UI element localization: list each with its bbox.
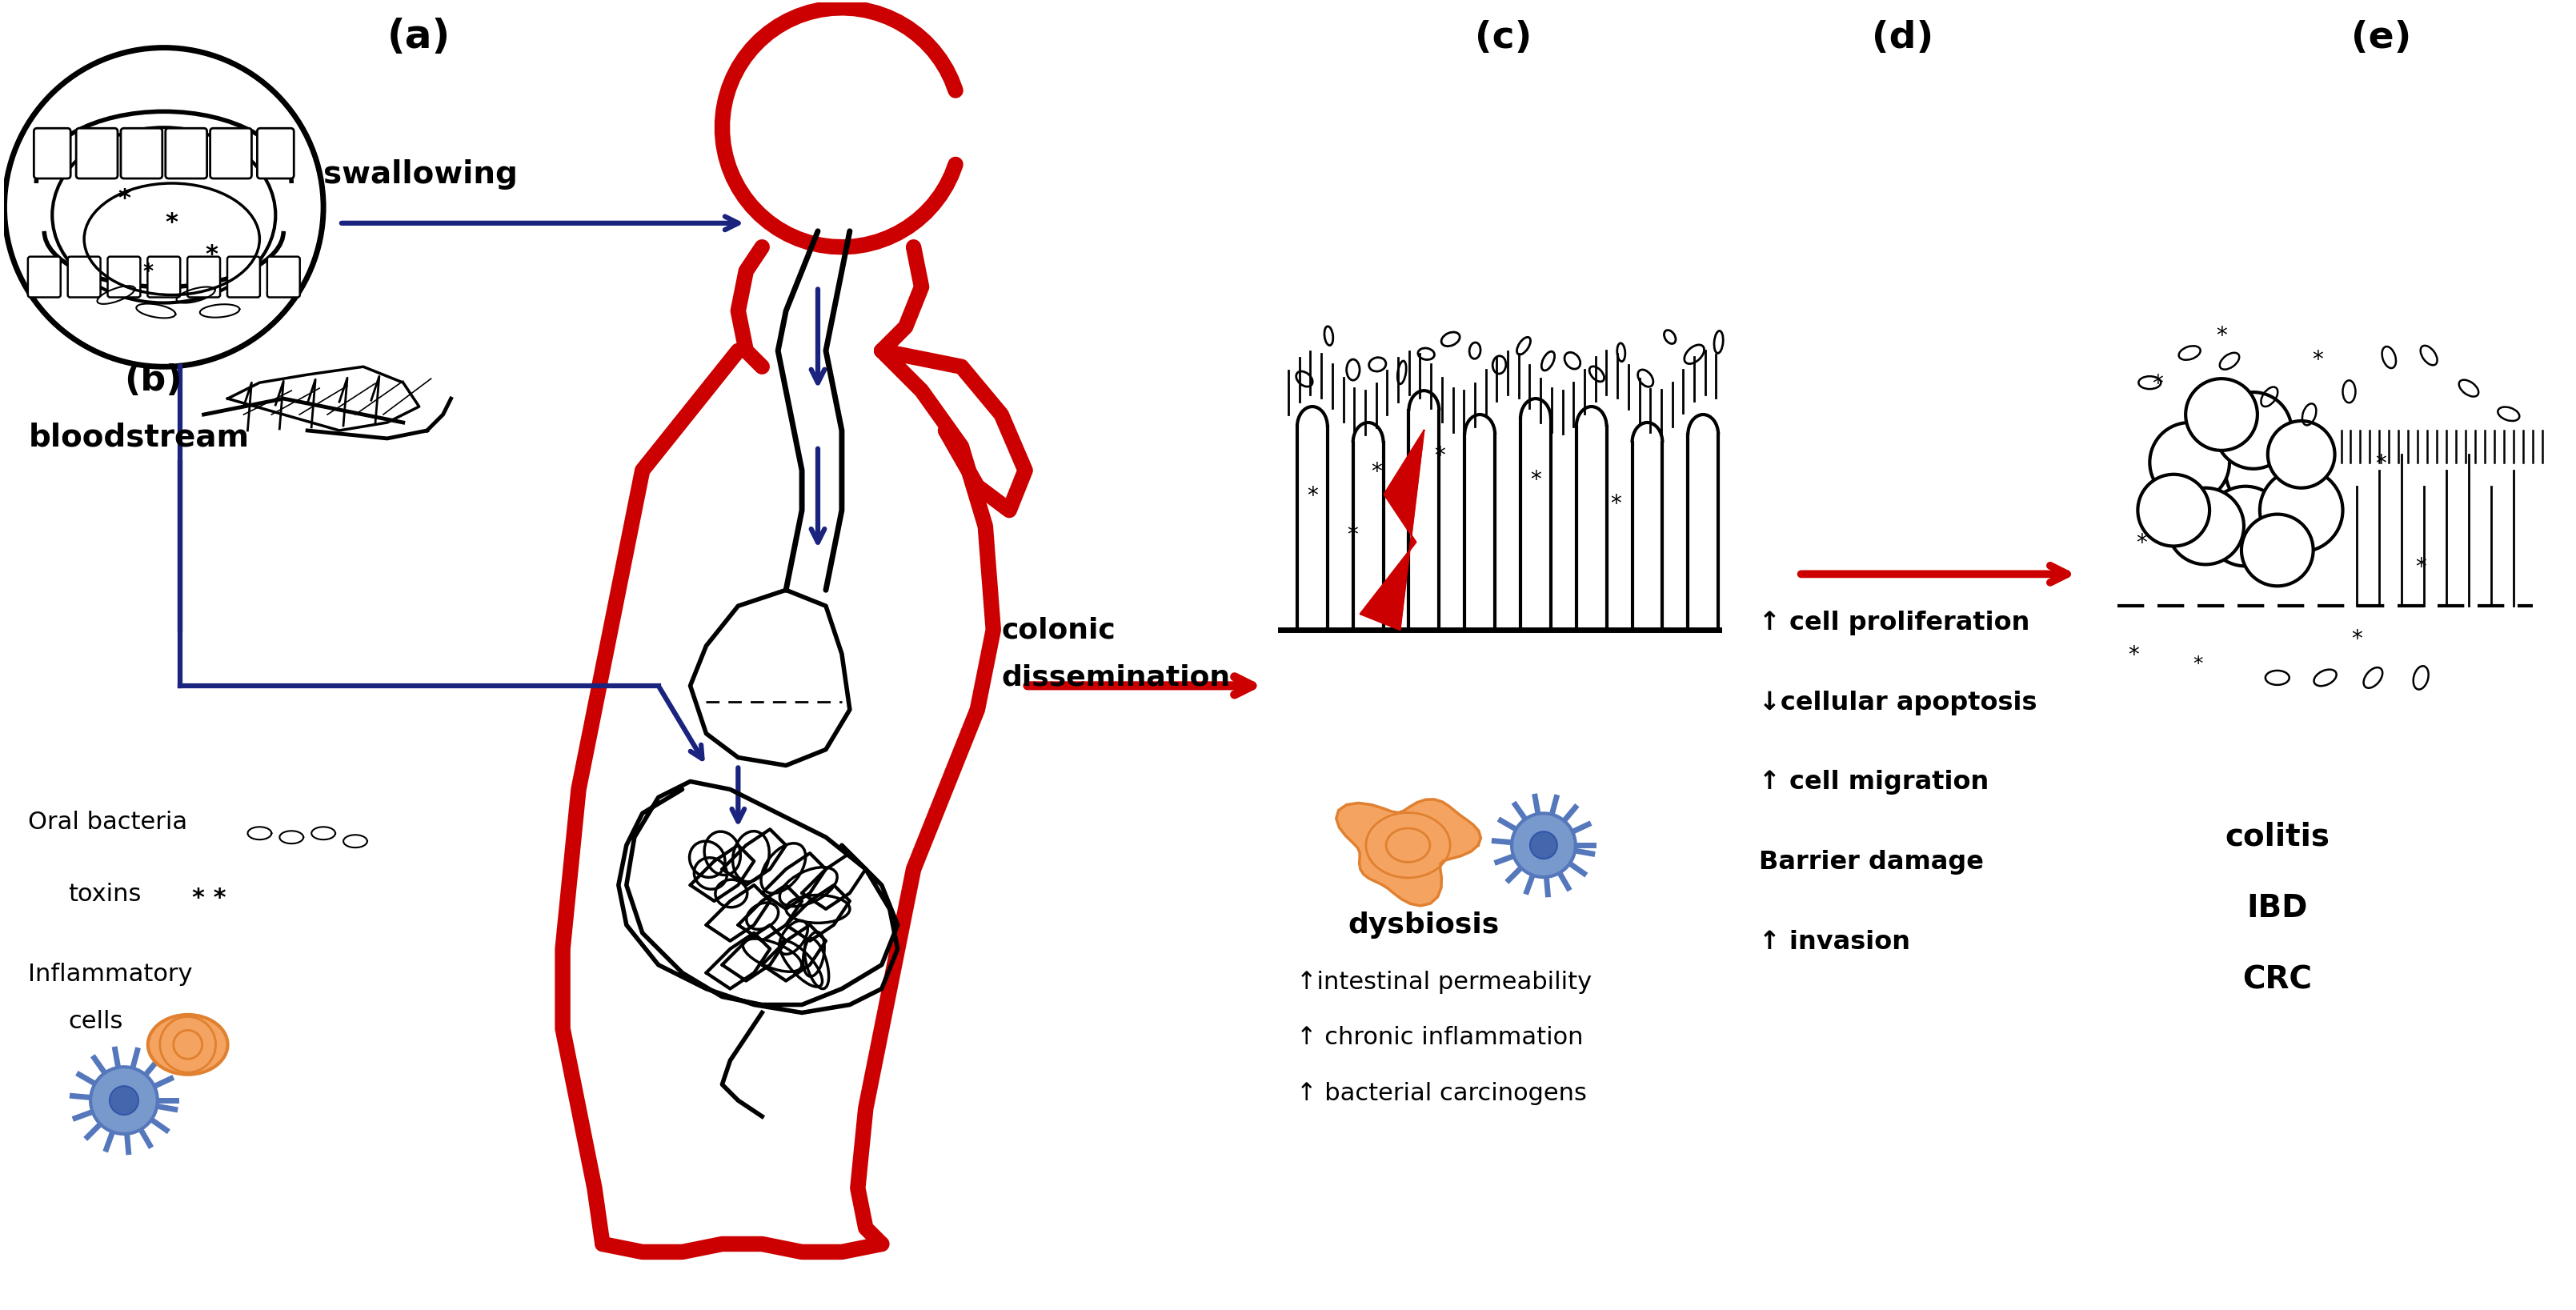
Circle shape <box>2259 469 2342 552</box>
Text: *: * <box>2136 533 2148 555</box>
Text: *: * <box>2151 373 2164 396</box>
Ellipse shape <box>147 1015 227 1074</box>
Text: cells: cells <box>67 1010 124 1034</box>
FancyBboxPatch shape <box>147 257 180 297</box>
Text: *: * <box>2192 655 2202 673</box>
Circle shape <box>111 1086 139 1115</box>
Circle shape <box>2226 427 2313 515</box>
Text: Oral bacteria: Oral bacteria <box>28 811 188 834</box>
Text: *: * <box>142 262 152 280</box>
Text: *: * <box>1435 445 1445 468</box>
Text: toxins: toxins <box>67 883 142 905</box>
Text: CRC: CRC <box>2244 964 2313 996</box>
Polygon shape <box>227 367 420 431</box>
Text: *: * <box>2215 325 2228 347</box>
Polygon shape <box>1337 799 1481 905</box>
Text: *: * <box>1530 469 1540 491</box>
Text: (a): (a) <box>386 17 451 56</box>
FancyBboxPatch shape <box>188 257 219 297</box>
FancyBboxPatch shape <box>121 128 162 178</box>
Circle shape <box>2215 392 2293 469</box>
Text: dissemination: dissemination <box>1002 664 1231 692</box>
Text: Barrier damage: Barrier damage <box>1759 850 1984 875</box>
Text: ↑ invasion: ↑ invasion <box>1759 930 1911 955</box>
Text: *: * <box>1610 493 1620 515</box>
Text: *: * <box>2416 557 2427 579</box>
Ellipse shape <box>52 127 276 303</box>
Text: (b): (b) <box>124 363 183 398</box>
Polygon shape <box>1360 431 1425 630</box>
Text: *: * <box>118 187 131 211</box>
Text: *: * <box>1306 485 1319 507</box>
Text: (c): (c) <box>1476 20 1533 56</box>
Text: dysbiosis: dysbiosis <box>1347 912 1499 938</box>
Circle shape <box>2138 474 2210 546</box>
Text: *: * <box>1347 524 1358 548</box>
Circle shape <box>2241 515 2313 586</box>
Text: * *: * * <box>191 887 227 910</box>
Text: colitis: colitis <box>2226 821 2329 852</box>
Circle shape <box>2267 421 2334 487</box>
Circle shape <box>2151 423 2228 502</box>
Text: *: * <box>206 244 219 267</box>
Text: IBD: IBD <box>2246 893 2308 924</box>
Text: *: * <box>2311 348 2324 372</box>
Circle shape <box>2205 486 2285 566</box>
Text: colonic: colonic <box>1002 616 1115 643</box>
Text: ↑ cell migration: ↑ cell migration <box>1759 770 1989 795</box>
Text: ↑ chronic inflammation: ↑ chronic inflammation <box>1296 1026 1584 1049</box>
FancyBboxPatch shape <box>211 128 252 178</box>
FancyBboxPatch shape <box>33 128 70 178</box>
Circle shape <box>1530 832 1556 859</box>
Circle shape <box>2184 379 2257 451</box>
Circle shape <box>90 1066 157 1134</box>
Text: swallowing: swallowing <box>325 160 518 190</box>
FancyBboxPatch shape <box>165 128 206 178</box>
Ellipse shape <box>5 47 325 367</box>
Text: *: * <box>2128 645 2138 667</box>
Text: *: * <box>2352 629 2362 651</box>
Text: bloodstream: bloodstream <box>28 422 250 453</box>
Text: ↑intestinal permeability: ↑intestinal permeability <box>1296 971 1592 993</box>
Text: ↑ bacterial carcinogens: ↑ bacterial carcinogens <box>1296 1082 1587 1106</box>
Text: (e): (e) <box>2352 20 2411 56</box>
FancyBboxPatch shape <box>108 257 139 297</box>
Text: (d): (d) <box>1873 20 1935 56</box>
FancyBboxPatch shape <box>67 257 100 297</box>
FancyBboxPatch shape <box>227 257 260 297</box>
Circle shape <box>1512 814 1577 878</box>
Text: *: * <box>1370 461 1381 483</box>
Circle shape <box>2172 445 2272 544</box>
FancyBboxPatch shape <box>77 128 118 178</box>
Text: ↓cellular apoptosis: ↓cellular apoptosis <box>1759 690 2038 715</box>
FancyBboxPatch shape <box>28 257 62 297</box>
FancyBboxPatch shape <box>258 128 294 178</box>
Text: *: * <box>165 211 178 234</box>
FancyBboxPatch shape <box>268 257 299 297</box>
Text: *: * <box>2375 453 2385 476</box>
Text: ↑ cell proliferation: ↑ cell proliferation <box>1759 610 2030 635</box>
Text: Inflammatory: Inflammatory <box>28 963 193 985</box>
Circle shape <box>2166 487 2244 565</box>
